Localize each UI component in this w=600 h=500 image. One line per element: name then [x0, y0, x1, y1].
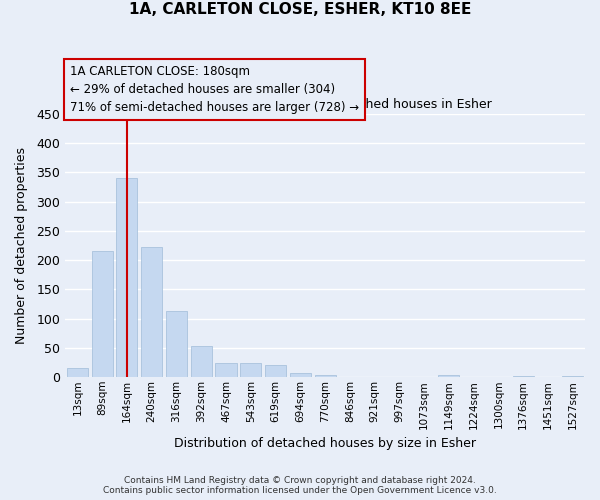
Text: 1A, CARLETON CLOSE, ESHER, KT10 8EE: 1A, CARLETON CLOSE, ESHER, KT10 8EE — [129, 2, 471, 18]
Text: Contains HM Land Registry data © Crown copyright and database right 2024.
Contai: Contains HM Land Registry data © Crown c… — [103, 476, 497, 495]
Bar — [265, 366, 286, 377]
Bar — [215, 362, 236, 377]
Bar — [116, 178, 137, 377]
Bar — [439, 376, 460, 377]
Bar — [141, 248, 162, 377]
Bar — [339, 376, 361, 377]
Bar — [290, 373, 311, 377]
Bar — [512, 376, 533, 377]
Title: Size of property relative to detached houses in Esher: Size of property relative to detached ho… — [158, 98, 491, 112]
Bar — [240, 363, 261, 377]
Y-axis label: Number of detached properties: Number of detached properties — [15, 147, 28, 344]
Bar — [67, 368, 88, 377]
Bar — [562, 376, 583, 377]
Bar — [92, 252, 113, 377]
Text: 1A CARLETON CLOSE: 180sqm
← 29% of detached houses are smaller (304)
71% of semi: 1A CARLETON CLOSE: 180sqm ← 29% of detac… — [70, 65, 359, 114]
Bar — [166, 311, 187, 377]
Bar — [314, 375, 335, 377]
Bar — [191, 346, 212, 377]
X-axis label: Distribution of detached houses by size in Esher: Distribution of detached houses by size … — [174, 437, 476, 450]
